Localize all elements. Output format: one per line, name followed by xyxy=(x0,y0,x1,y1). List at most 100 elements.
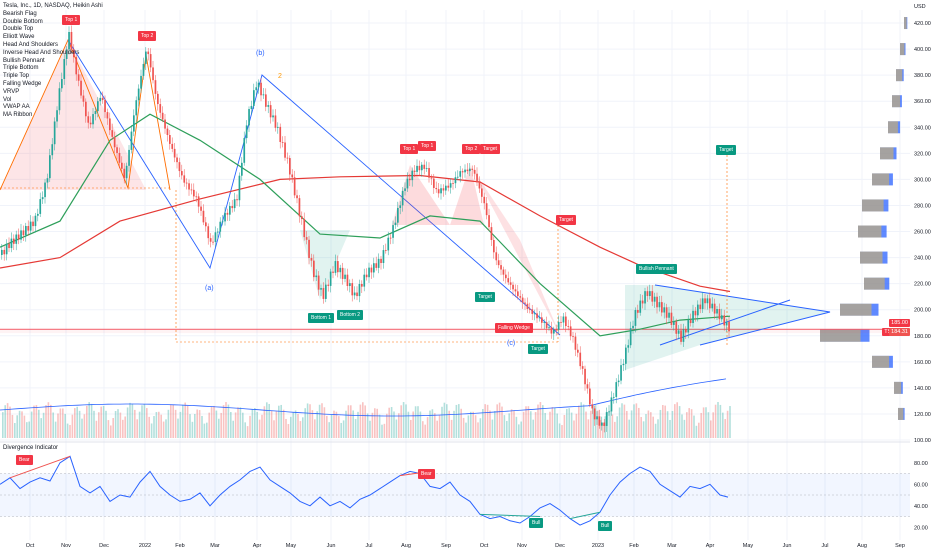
volume-bar xyxy=(309,404,311,438)
bottom2-tag: Bottom 2 xyxy=(337,310,364,320)
candle-body xyxy=(296,195,298,199)
candle-body xyxy=(128,149,130,166)
volume-bar xyxy=(611,414,614,438)
candle-body xyxy=(272,115,274,118)
wave-label-b: (b) xyxy=(256,50,265,57)
volume-bar xyxy=(14,423,16,438)
volume-bar xyxy=(669,419,671,438)
volume-bar xyxy=(278,405,280,438)
volume-bar xyxy=(417,406,419,438)
volume-bar xyxy=(455,404,458,438)
candle-body xyxy=(368,267,370,278)
candle-body xyxy=(92,114,94,125)
volume-bar xyxy=(508,413,510,438)
symbol-title[interactable]: Tesla, Inc., 1D, NASDAQ, Heikin Ashi xyxy=(3,3,103,9)
candle-body xyxy=(435,187,438,190)
candle-body xyxy=(627,345,630,348)
volume-bar xyxy=(275,411,278,438)
candle-body xyxy=(341,267,344,279)
y-tick-label: 140.00 xyxy=(914,386,931,392)
candle-body xyxy=(361,283,363,287)
y-tick-label: 260.00 xyxy=(914,230,931,236)
candle-body xyxy=(497,260,500,266)
candle-body xyxy=(231,206,234,209)
legend-item[interactable]: Double Bottom xyxy=(3,18,43,25)
candle-body xyxy=(433,178,435,188)
candle-body xyxy=(725,321,728,326)
legend-item[interactable]: Triple Top xyxy=(3,73,30,80)
volume-bar xyxy=(602,423,604,438)
candle-body xyxy=(473,169,476,174)
legend-item[interactable]: Head And Shoulders xyxy=(3,41,59,48)
volume-bar xyxy=(570,412,573,438)
volume-profile-bar xyxy=(900,43,906,56)
volume-bar xyxy=(606,411,609,438)
volume-bar xyxy=(546,419,549,438)
candle-body xyxy=(159,104,162,113)
legend-item[interactable]: VWAP AA xyxy=(3,104,30,111)
candle-body xyxy=(675,321,678,334)
legend-item[interactable]: Double Top xyxy=(3,26,34,33)
triple-top-fill xyxy=(392,165,484,225)
volume-profile-bar xyxy=(892,95,902,108)
candle-body xyxy=(370,267,373,273)
volume-bar xyxy=(357,411,359,438)
candle-body xyxy=(495,252,498,261)
legend-item[interactable]: Falling Wedge xyxy=(3,80,42,87)
x-tick-label: Dec xyxy=(555,543,565,549)
legend-item[interactable]: Bullish Pennant xyxy=(3,57,45,64)
volume-bar xyxy=(436,420,438,438)
candle-body xyxy=(356,292,358,297)
volume-bar xyxy=(347,405,350,438)
candle-body xyxy=(339,267,342,273)
x-tick-label: Jun xyxy=(327,543,336,549)
candle-body xyxy=(140,75,142,89)
volume-bar xyxy=(270,410,273,438)
volume-bar xyxy=(86,405,88,438)
candle-body xyxy=(476,173,478,183)
legend-item[interactable]: MA Ribbon xyxy=(3,112,33,119)
volume-bar xyxy=(580,402,582,438)
candle-body xyxy=(224,212,226,222)
volume-bar xyxy=(285,418,287,438)
volume-bar xyxy=(513,410,515,438)
volume-bar xyxy=(299,421,302,438)
legend-item[interactable]: Triple Bottom xyxy=(3,65,39,72)
legend-item[interactable]: VRVP xyxy=(3,88,20,95)
wave-label-a: (a) xyxy=(205,285,214,292)
volume-bar xyxy=(390,407,393,438)
volume-bar xyxy=(21,411,23,438)
volume-bar xyxy=(726,410,729,438)
volume-bar xyxy=(683,419,686,438)
candle-body xyxy=(137,88,140,101)
volume-bar xyxy=(551,407,554,438)
volume-bar xyxy=(131,403,134,438)
candle-body xyxy=(149,54,152,68)
candle-body xyxy=(202,210,205,223)
legend-item[interactable]: Elliott Wave xyxy=(3,34,35,41)
candle-body xyxy=(133,115,135,132)
candle-body xyxy=(37,213,39,216)
legend-item[interactable]: Bearish Flag xyxy=(3,10,37,17)
candle-body xyxy=(387,237,390,251)
volume-bar xyxy=(693,415,695,438)
candle-body xyxy=(58,88,61,111)
legend-item[interactable]: Vol xyxy=(3,96,12,103)
candle-body xyxy=(34,215,37,227)
volume-bar xyxy=(326,415,328,438)
volume-bar xyxy=(16,415,18,438)
candle-body xyxy=(437,189,440,194)
candle-body xyxy=(315,275,318,278)
candle-body xyxy=(375,263,378,268)
target-tag: Target xyxy=(475,292,495,302)
bull-tag: Bull xyxy=(529,518,544,528)
volume-bar xyxy=(438,415,441,438)
volume-bar xyxy=(578,405,580,438)
candle-body xyxy=(349,283,351,287)
bull-divergence xyxy=(479,513,541,517)
volume-bar xyxy=(210,406,213,438)
candle-body xyxy=(248,109,250,126)
wave-label-2: 2 xyxy=(278,73,282,80)
legend-item[interactable]: Inverse Head And Shoulders xyxy=(3,49,80,56)
